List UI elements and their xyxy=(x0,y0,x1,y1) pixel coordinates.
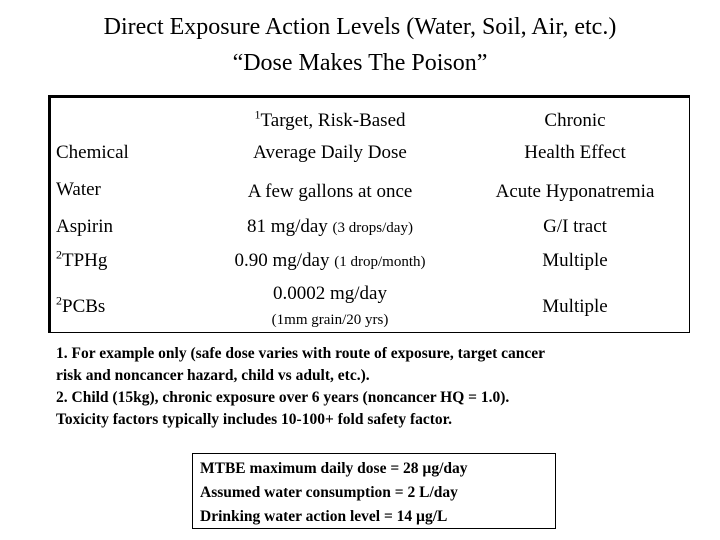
row-effect: G/I tract xyxy=(543,216,607,237)
mtbe-line: MTBE maximum daily dose = 28 µg/day xyxy=(200,460,468,477)
row-chemical: 2PCBs xyxy=(56,293,106,317)
row-dose: A few gallons at once xyxy=(247,181,413,202)
footnote-marker: 1 xyxy=(254,107,261,122)
row-chemical: Aspirin xyxy=(56,216,113,237)
header-effect-line1: Chronic xyxy=(544,110,606,131)
footnote-line: 1. For example only (safe dose varies wi… xyxy=(56,345,546,362)
footnotes: 1. For example only (safe dose varies wi… xyxy=(56,343,545,431)
footnote-line: risk and noncancer hazard, child vs adul… xyxy=(56,367,370,384)
row-dose: 81 mg/day (3 drops/day) xyxy=(247,216,413,237)
row-effect: Multiple xyxy=(542,296,608,317)
row-effect: Acute Hyponatremia xyxy=(495,181,655,202)
mtbe-line: Drinking water action level = 14 µg/L xyxy=(200,508,448,525)
slide-title-line1: Direct Exposure Action Levels (Water, So… xyxy=(103,14,617,40)
row-effect: Multiple xyxy=(542,250,608,271)
header-chemical: Chemical xyxy=(56,142,129,163)
row-chemical: Water xyxy=(56,179,101,200)
header-effect-line2: Health Effect xyxy=(524,142,626,163)
mtbe-box: MTBE maximum daily dose = 28 µg/day Assu… xyxy=(192,453,556,529)
footnote-line: 2. Child (15kg), chronic exposure over 6… xyxy=(56,389,510,406)
slide-title-line2: “Dose Makes The Poison” xyxy=(232,50,488,76)
mtbe-line: Assumed water consumption = 2 L/day xyxy=(200,484,458,501)
dose-table xyxy=(48,95,690,333)
row-dose: 0.90 mg/day (1 drop/month) xyxy=(234,250,426,271)
row-dose: 0.0002 mg/day xyxy=(273,283,387,304)
row-chemical: 2TPHg xyxy=(56,247,108,271)
row-dose-note: (1mm grain/20 yrs) xyxy=(271,312,389,328)
header-dose-line1: 1Target, Risk-Based xyxy=(254,107,406,131)
footnote-line: Toxicity factors typically includes 10-1… xyxy=(56,411,453,428)
header-dose-line2: Average Daily Dose xyxy=(253,142,407,163)
